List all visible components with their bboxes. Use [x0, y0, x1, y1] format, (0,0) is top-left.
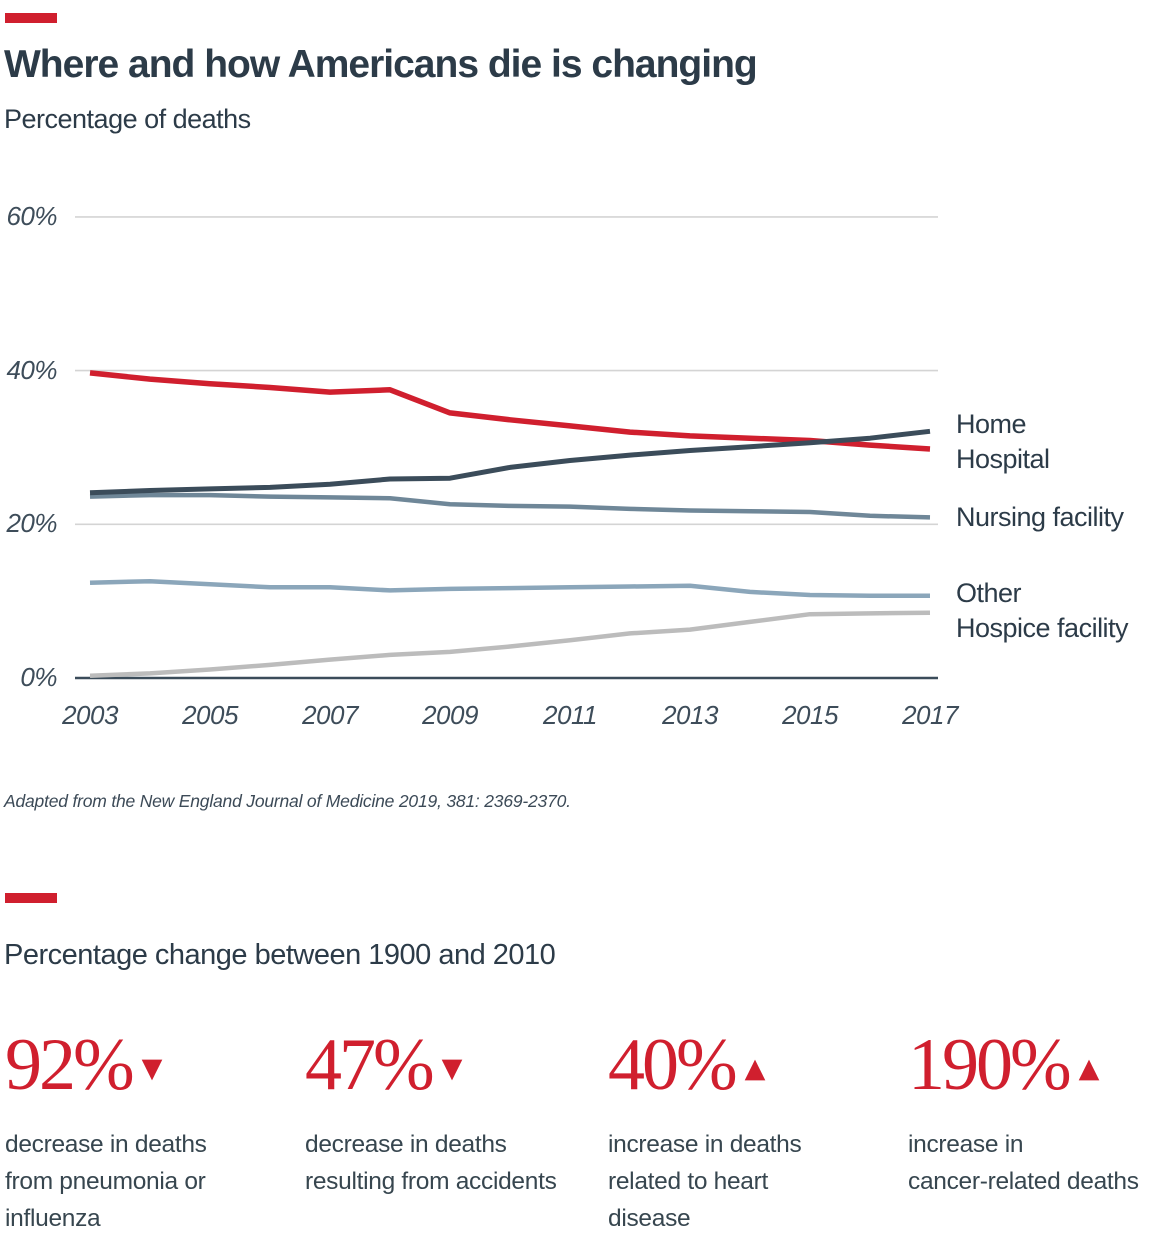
x-tick-label-2005: 2005 [182, 700, 238, 730]
stat-caption: decrease in deaths resulting from accide… [305, 1131, 557, 1195]
x-tick-label-2007: 2007 [302, 700, 358, 730]
stat-value: 92% [5, 1024, 135, 1106]
stat-value: 47% [305, 1024, 435, 1106]
legend-label-hospice-facility: Hospice facility [956, 613, 1129, 643]
y-tick-label-20: 20% [6, 508, 57, 539]
trend-up-triangle-icon: ▲ [1078, 1053, 1100, 1084]
series-line-home [89, 428, 931, 496]
legend-label-other: Other [956, 578, 1022, 608]
stats-section-title: Percentage change between 1900 and 2010 [4, 939, 556, 971]
x-tick-label-2011: 2011 [543, 700, 597, 730]
y-tick-label-40: 40% [6, 354, 57, 385]
stat-caption: increase in deaths related to heart dise… [608, 1131, 802, 1232]
y-tick-label-0: 0% [20, 662, 57, 692]
line-chart: 60% 40% 20% 0% 2003 2005 2007 2009 2011 2013 2015… [6, 200, 1129, 730]
source-note: Adapted from the New England Journal of … [4, 791, 571, 811]
x-tick-label-2013: 2013 [662, 700, 718, 730]
legend-label-home: Home [956, 409, 1027, 439]
trend-down-triangle-icon: ▼ [141, 1053, 163, 1084]
stat-heart-disease: 40% ▲ increase in deaths related to heart… [608, 1028, 888, 1237]
accent-kicker-bar-2 [5, 893, 57, 903]
trend-down-triangle-icon: ▼ [441, 1053, 463, 1084]
trend-up-triangle-icon: ▲ [744, 1053, 766, 1084]
series-line-other [89, 578, 930, 599]
stat-value: 40% [608, 1024, 738, 1106]
x-tick-label-2017: 2017 [902, 700, 958, 730]
stat-accidents: 47% ▼ decrease in deaths resulting from a… [305, 1028, 585, 1200]
stat-pneumonia-influenza: 92% ▼ decrease in deaths from pneumonia o… [5, 1028, 285, 1237]
stat-caption: decrease in deaths from pneumonia or inf… [5, 1131, 207, 1232]
accent-kicker-bar [5, 13, 57, 23]
chart-plot-area [75, 216, 938, 680]
page-subtitle: Percentage of deaths [4, 104, 251, 134]
page-title: Where and how Americans die is changing [4, 43, 758, 86]
stat-caption: increase in cancer-related deaths [908, 1131, 1139, 1195]
series-line-nursing-facility [89, 492, 931, 520]
series-line-hospice-facility [89, 610, 931, 678]
y-tick-label-60: 60% [6, 200, 57, 231]
x-tick-label-2009: 2009 [422, 700, 478, 730]
x-tick-label-2015: 2015 [782, 700, 838, 730]
stat-value: 190% [908, 1024, 1072, 1106]
stat-cancer: 190% ▲ increase in cancer-related deaths [908, 1028, 1152, 1200]
legend-label-nursing-facility: Nursing facility [956, 502, 1124, 532]
legend-label-hospital: Hospital [956, 444, 1050, 474]
x-tick-label-2003: 2003 [62, 700, 118, 730]
series-line-hospital [89, 370, 931, 452]
